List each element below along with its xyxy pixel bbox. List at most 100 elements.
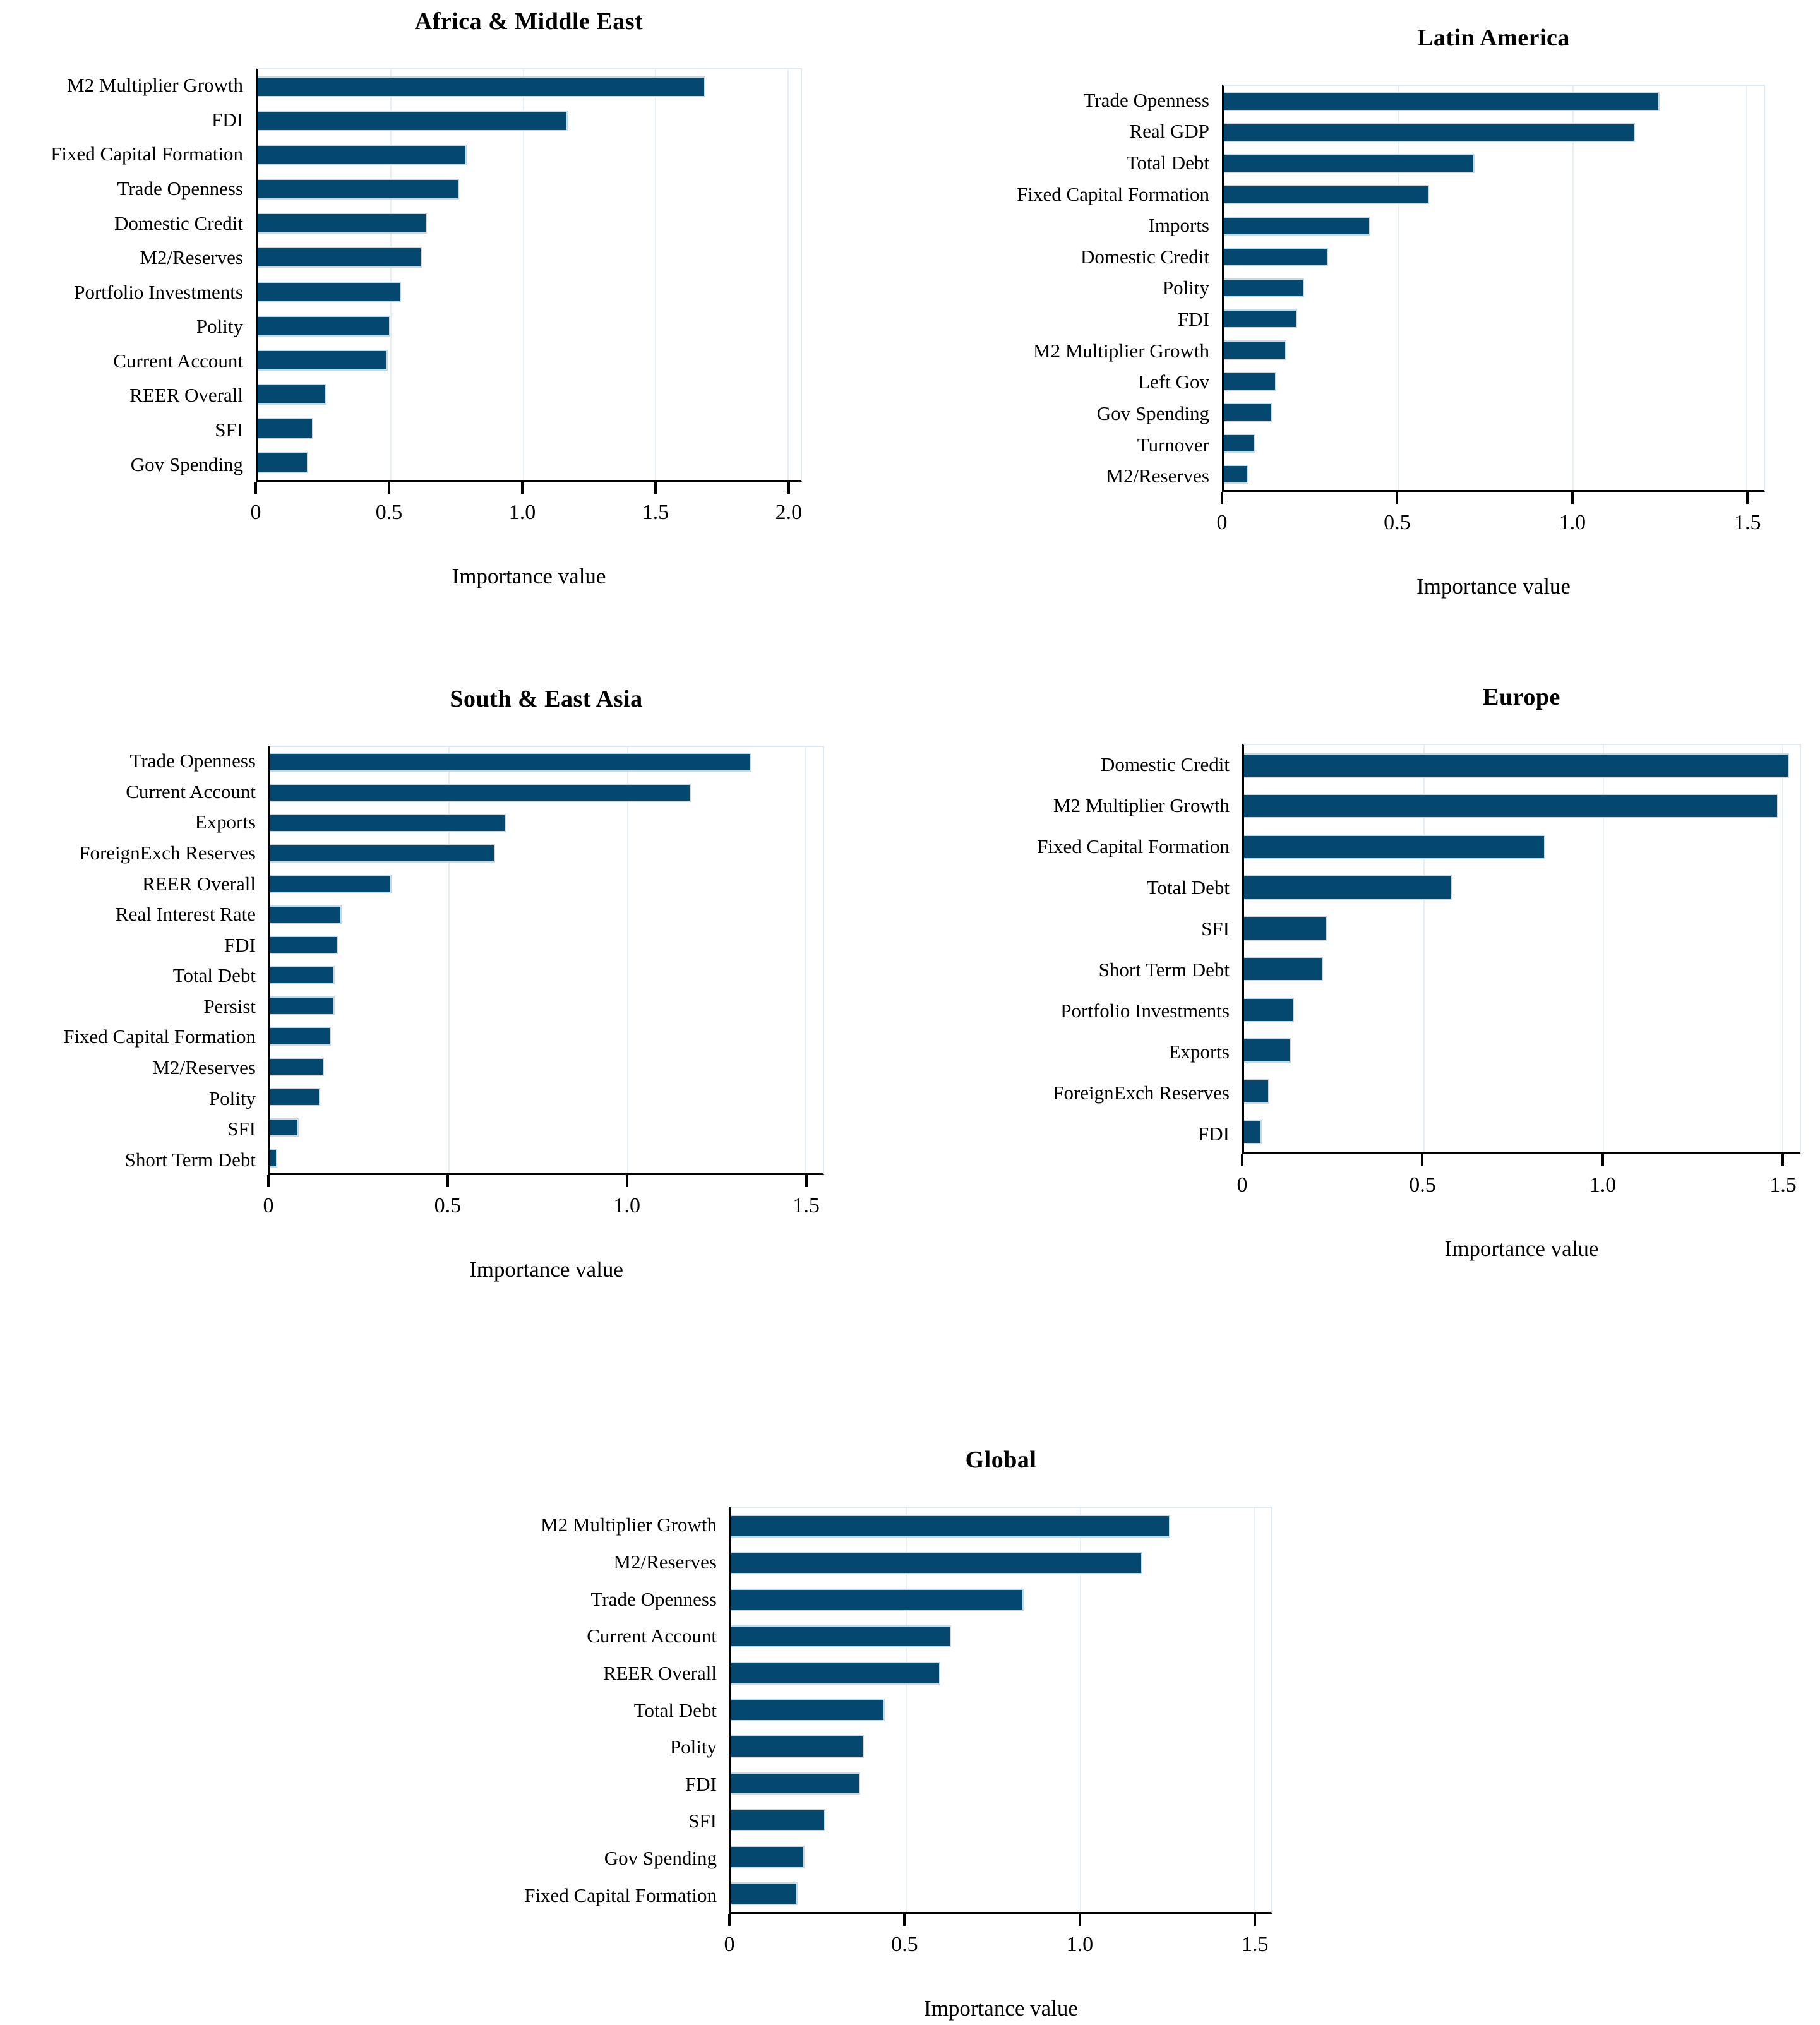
category-label: Short Term Debt — [124, 1148, 256, 1171]
bar-slot — [1224, 335, 1764, 366]
bar-slot — [270, 869, 823, 899]
category-labels: Trade Openness Real GDP Total Debt Fixed Ca… — [979, 85, 1222, 492]
bar — [1244, 1078, 1269, 1104]
bar — [258, 349, 388, 371]
bar-slot — [270, 899, 823, 929]
category-label: Exports — [195, 811, 256, 833]
bar — [258, 213, 428, 234]
category-labels: M2 Multiplier Growth M2/Reserves Trade Ope… — [477, 1507, 729, 1914]
category-label: ForeignExch Reserves — [79, 842, 256, 864]
x-axis-title: Importance value — [1416, 574, 1571, 599]
x-axis-title: Importance value — [469, 1257, 623, 1282]
category-label: M2/Reserves — [613, 1550, 717, 1573]
category-label: Total Debt — [172, 964, 256, 987]
x-tick-label: 1.0 — [1066, 1933, 1094, 1956]
gridline — [1602, 745, 1604, 1152]
category-label: Polity — [669, 1736, 717, 1759]
category-label: SFI — [215, 419, 243, 441]
bar — [731, 1625, 951, 1648]
x-tick-mark — [254, 482, 257, 494]
category-labels: Domestic Credit M2 Multiplier Growth Fixed… — [980, 744, 1242, 1154]
gridline — [390, 69, 392, 480]
x-tick-mark — [1254, 1914, 1257, 1926]
x-tick-label: 0.5 — [891, 1933, 918, 1956]
bar-slot — [1244, 1030, 1800, 1072]
category-labels: M2 Multiplier Growth FDI Fixed Capital For… — [35, 68, 256, 482]
gridline — [905, 1508, 907, 1912]
bar — [1224, 92, 1660, 111]
category-label: Short Term Debt — [1098, 958, 1230, 981]
bar-slot — [270, 1113, 823, 1143]
category-label: Trade Openness — [117, 177, 243, 200]
category-label: FDI — [1198, 1122, 1230, 1145]
bar — [258, 281, 401, 302]
bar — [258, 384, 327, 405]
x-tick-mark — [787, 482, 790, 494]
category-label: Domestic Credit — [1100, 753, 1230, 775]
category-label: Fixed Capital Formation — [63, 1025, 256, 1048]
x-tick-label: 1.5 — [1734, 511, 1761, 534]
gridline — [1781, 745, 1783, 1152]
category-label: Trade Openness — [129, 750, 256, 772]
category-label: Real GDP — [1129, 120, 1209, 143]
x-axis: 0 0.5 1.0 1.5 — [1217, 492, 1765, 542]
x-tick-mark — [1221, 492, 1223, 504]
bar-slot — [258, 69, 801, 104]
category-label: REER Overall — [142, 872, 256, 895]
bar-slot — [1244, 1071, 1800, 1112]
category-label: SFI — [1201, 917, 1230, 940]
bar — [1224, 465, 1248, 484]
x-tick-label: 1.5 — [1242, 1933, 1269, 1956]
x-tick-label: 0.5 — [434, 1194, 462, 1217]
bar — [731, 1808, 825, 1832]
category-label: REER Overall — [603, 1661, 717, 1684]
bar-slot — [1244, 1112, 1800, 1153]
x-tick-mark — [520, 482, 524, 494]
x-tick-label: 0 — [263, 1194, 274, 1217]
x-tick-mark — [1781, 1154, 1785, 1166]
bar-slot — [258, 172, 801, 206]
bar-slot — [1224, 459, 1764, 490]
bar — [1224, 185, 1430, 205]
bar-slot — [1224, 148, 1764, 179]
category-label: Gov Spending — [604, 1847, 717, 1870]
bar-slot — [1244, 989, 1800, 1030]
chart-title: Latin America — [1417, 25, 1570, 51]
category-label: Current Account — [113, 349, 243, 372]
bar-slot — [258, 412, 801, 446]
x-tick-mark — [1078, 1914, 1081, 1926]
bar — [1244, 834, 1545, 859]
category-label: Turnover — [1137, 433, 1209, 456]
bar-slot — [270, 1051, 823, 1082]
bar-slot — [258, 378, 801, 412]
bar-slot — [731, 1508, 1271, 1544]
bar-slot — [1244, 908, 1800, 949]
category-label: Polity — [196, 315, 243, 338]
bar — [1224, 340, 1287, 360]
gridline — [1398, 86, 1399, 490]
category-label: Real Interest Rate — [115, 903, 256, 926]
bar — [270, 783, 691, 803]
x-tick-label: 0.5 — [375, 501, 403, 524]
bar — [270, 875, 392, 893]
x-tick-mark — [625, 1175, 628, 1187]
bar — [731, 1662, 940, 1685]
x-tick-label: 1.0 — [1559, 511, 1586, 534]
bar-slot — [1224, 86, 1764, 117]
category-label: M2/Reserves — [1106, 465, 1209, 487]
x-tick-mark — [446, 1175, 449, 1187]
bar — [1224, 309, 1297, 329]
x-tick-mark — [805, 1175, 808, 1187]
x-axis: 0 0.5 1.0 1.5 — [263, 1175, 824, 1226]
chart-title: Global — [965, 1447, 1037, 1473]
category-label: Fixed Capital Formation — [51, 143, 243, 165]
category-label: Gov Spending — [1096, 402, 1209, 424]
bar — [270, 813, 506, 833]
x-tick-label: 0 — [250, 501, 261, 524]
bar — [1224, 434, 1255, 453]
category-label: Domestic Credit — [1080, 245, 1209, 268]
gridline — [1423, 745, 1425, 1152]
category-label: M2 Multiplier Growth — [1033, 339, 1209, 362]
bar — [731, 1515, 1171, 1538]
x-axis: 0 0.5 1.0 1.5 2.0 — [251, 482, 802, 532]
